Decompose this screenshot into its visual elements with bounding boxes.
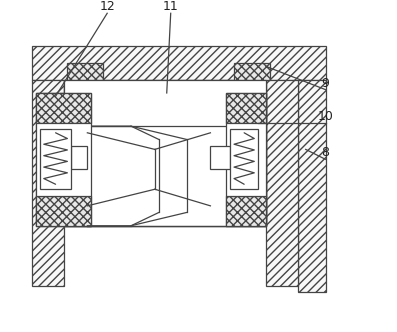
Bar [226,93,266,123]
Bar [226,123,266,196]
Bar [32,80,64,286]
Bar [210,146,230,169]
Bar [234,63,270,80]
Bar [67,63,103,80]
Bar [36,123,91,196]
Bar [226,123,266,196]
Bar [36,196,91,226]
Bar [210,146,230,169]
Bar [36,196,91,226]
Bar [36,93,91,123]
Text: 8: 8 [322,146,330,159]
Bar [226,196,266,226]
Text: 10: 10 [318,110,333,123]
Bar [226,93,266,123]
Bar [226,93,266,123]
Text: 11: 11 [163,0,179,13]
Bar [230,129,258,189]
Bar [36,93,91,123]
Bar [71,146,87,169]
Bar [36,196,91,226]
Bar [36,123,91,196]
Bar [71,146,87,169]
Bar [64,80,266,226]
Bar [226,196,266,226]
Bar [64,80,266,226]
Bar [36,93,91,123]
Text: 9: 9 [322,77,330,90]
Bar [32,46,326,80]
Bar [298,80,326,292]
Text: 12: 12 [99,0,115,13]
Bar [40,129,71,189]
Bar [226,196,266,226]
Bar [230,129,258,189]
Bar [266,80,298,286]
Bar [40,129,71,189]
